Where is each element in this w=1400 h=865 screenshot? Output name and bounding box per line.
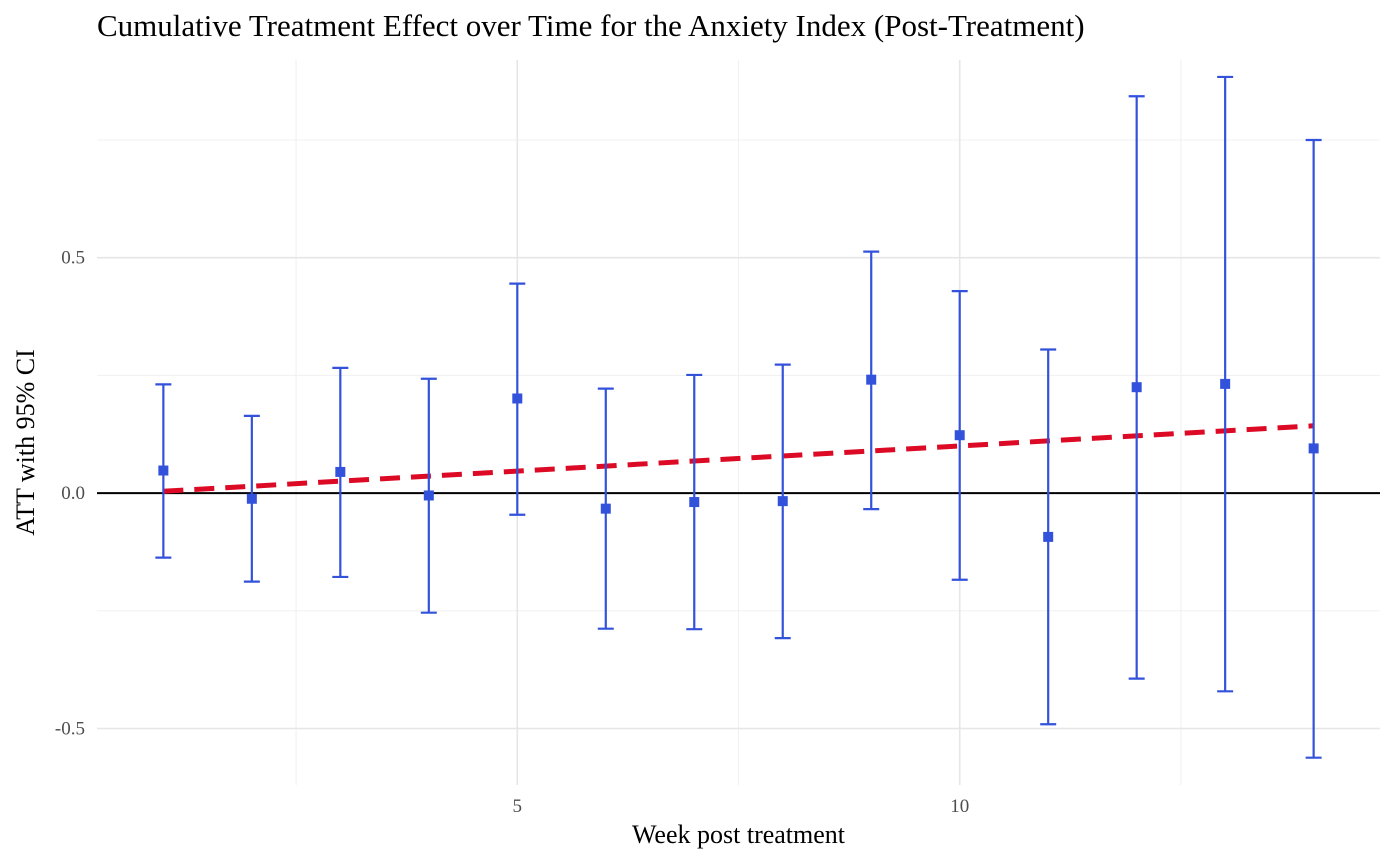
chart-title: Cumulative Treatment Effect over Time fo… — [97, 8, 1085, 43]
y-tick-label: -0.5 — [55, 719, 85, 740]
minor-gridlines — [97, 60, 1380, 785]
x-tick-label: 10 — [950, 796, 969, 817]
data-point — [1043, 531, 1054, 542]
x-tick-labels: 5 10 — [513, 796, 970, 817]
data-point — [512, 393, 523, 404]
data-point — [777, 496, 788, 507]
data-point — [1131, 382, 1142, 393]
data-point — [689, 497, 700, 508]
data-point — [1220, 378, 1231, 389]
data-point — [866, 374, 877, 385]
data-point — [600, 503, 611, 514]
y-tick-labels: -0.5 0.0 0.5 — [55, 248, 85, 740]
y-tick-label: 0.0 — [61, 483, 85, 504]
data-point — [1308, 443, 1319, 454]
x-axis-title: Week post treatment — [632, 820, 846, 849]
data-point — [423, 490, 434, 501]
x-tick-label: 5 — [513, 796, 523, 817]
y-tick-label: 0.5 — [61, 248, 85, 269]
data-point — [158, 465, 169, 476]
point-group — [158, 374, 1319, 542]
data-point — [246, 493, 257, 504]
trend-line-group — [163, 423, 1314, 494]
y-axis-title: ATT with 95% CI — [11, 349, 40, 536]
data-point — [335, 466, 346, 477]
trend-line — [163, 423, 1314, 494]
data-point — [954, 430, 965, 441]
